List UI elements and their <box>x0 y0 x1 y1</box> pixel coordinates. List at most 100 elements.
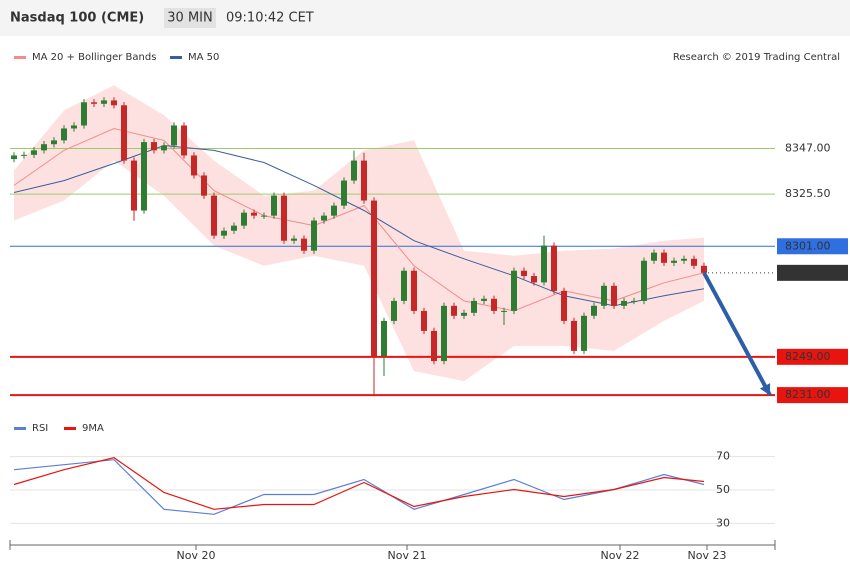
candle-body <box>251 212 257 216</box>
level-label: 8301.00 <box>785 239 831 252</box>
candle-body <box>461 312 467 316</box>
candle-body <box>351 160 357 181</box>
candle-body <box>501 310 507 312</box>
legend-label: RSI <box>32 423 48 434</box>
level-box <box>777 264 848 281</box>
indicator-line <box>13 144 705 307</box>
x-tick-label: Nov 21 <box>388 549 427 562</box>
candle-body <box>381 320 387 356</box>
candle-body <box>371 200 377 356</box>
level-label: 8325.50 <box>785 187 831 200</box>
candle-body <box>451 305 457 316</box>
candle-body <box>571 320 577 351</box>
candle-body <box>191 155 197 176</box>
legend-swatch <box>170 56 182 59</box>
candle-body <box>81 102 87 126</box>
candle-body <box>41 144 47 151</box>
candle-body <box>231 225 237 231</box>
candle-body <box>21 154 27 156</box>
legend-swatch <box>14 427 26 430</box>
candle-body <box>511 270 517 311</box>
level-label: 8231.00 <box>785 388 831 401</box>
candle-body <box>411 270 417 311</box>
candle-body <box>111 100 117 106</box>
candle-body <box>241 212 247 226</box>
y-tick-label: 30 <box>716 516 730 529</box>
candle-body <box>271 195 277 216</box>
legend-swatch <box>64 427 76 430</box>
candle-body <box>391 300 397 321</box>
candle-body <box>521 270 527 277</box>
candle-body <box>591 305 597 316</box>
candle-body <box>91 102 97 104</box>
candle-body <box>471 300 477 313</box>
candle-body <box>431 330 437 362</box>
candle-body <box>621 300 627 306</box>
level-label: 8347.00 <box>785 141 831 154</box>
x-tick-label: Nov 20 <box>177 549 216 562</box>
candle-body <box>541 245 547 283</box>
candle-body <box>11 155 17 160</box>
candle-body <box>171 125 177 146</box>
candle-body <box>441 305 447 362</box>
candle-body <box>361 160 367 201</box>
candle-body <box>491 298 497 311</box>
interval: 30 MIN <box>167 11 212 26</box>
candle-body <box>261 215 267 217</box>
candle-body <box>681 258 687 261</box>
candle-body <box>151 142 157 151</box>
candle-body <box>51 140 57 145</box>
candle-body <box>181 125 187 156</box>
header-bg <box>0 0 850 36</box>
candle-body <box>61 128 67 141</box>
legend-label: MA 20 + Bollinger Bands <box>32 52 156 63</box>
candle-body <box>321 215 327 221</box>
candle-body <box>311 220 317 251</box>
series-line <box>13 457 705 510</box>
level-label: 8288.50 <box>785 266 831 279</box>
candle-body <box>561 290 567 321</box>
candle-body <box>701 265 707 273</box>
candle-body <box>281 195 287 241</box>
candle-body <box>631 300 637 302</box>
candle-body <box>581 315 587 351</box>
candle-body <box>341 180 347 206</box>
candle-body <box>401 270 407 301</box>
candle-body <box>331 205 337 216</box>
candle-body <box>481 298 487 301</box>
candle-body <box>131 160 137 211</box>
candle-body <box>31 150 37 155</box>
candle-body <box>421 310 427 331</box>
candle-body <box>101 100 107 104</box>
level-label: 8249.00 <box>785 350 831 363</box>
candle-body <box>161 145 167 151</box>
candle-body <box>291 238 297 241</box>
candle-body <box>211 195 217 236</box>
y-tick-label: 70 <box>716 450 730 463</box>
candle-body <box>691 258 697 266</box>
interval-box <box>164 8 216 28</box>
legend-swatch <box>14 56 26 59</box>
level-box <box>777 387 848 404</box>
candle-body <box>661 252 667 263</box>
forecast-arrowhead <box>759 383 771 396</box>
y-tick-label: 50 <box>716 483 730 496</box>
legend-label: 9MA <box>82 423 104 434</box>
candle-body <box>221 230 227 236</box>
x-tick-label: Nov 22 <box>601 549 640 562</box>
level-box <box>777 238 848 255</box>
x-tick-label: Nov 23 <box>688 549 727 562</box>
candle-body <box>641 260 647 301</box>
legend-label: MA 50 <box>188 52 219 63</box>
level-box <box>777 348 848 365</box>
candle-body <box>121 105 127 161</box>
candle-body <box>141 142 147 211</box>
candle-body <box>551 245 557 291</box>
candle-body <box>71 125 77 129</box>
candle-body <box>671 260 677 263</box>
candle-body <box>651 252 657 261</box>
time: 09:10:42 CET <box>226 11 314 26</box>
series-line <box>13 459 705 515</box>
indicator-line <box>13 127 705 312</box>
